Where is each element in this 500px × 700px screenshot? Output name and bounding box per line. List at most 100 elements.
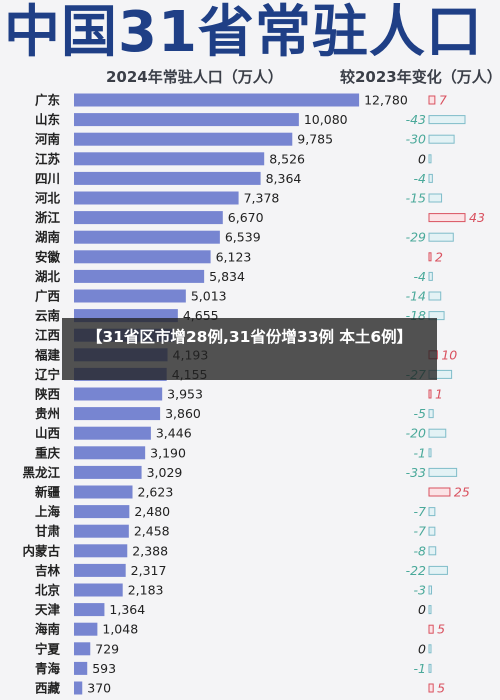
category-label: 河北 <box>35 191 61 206</box>
change-value-label: -7 <box>414 504 427 519</box>
population-value-label: 2,623 <box>138 485 174 500</box>
decrease-bar <box>428 409 434 419</box>
population-bar <box>74 642 91 656</box>
category-label: 福建 <box>34 347 61 362</box>
category-label: 河南 <box>35 132 61 147</box>
population-value-label: 6,539 <box>225 230 261 245</box>
category-label: 湖南 <box>35 230 61 245</box>
population-value-label: 7,378 <box>244 191 280 206</box>
change-value-label: 5 <box>437 681 445 696</box>
population-value-label: 3,029 <box>147 465 183 480</box>
decrease-bar <box>428 291 442 301</box>
category-label: 辽宁 <box>35 367 60 382</box>
change-value-label: -3 <box>414 583 427 598</box>
population-value-label: 6,670 <box>228 210 264 225</box>
population-value-label: 2,388 <box>132 543 168 558</box>
change-value-label: -5 <box>414 406 427 421</box>
population-bar <box>74 93 360 107</box>
decrease-bar <box>428 193 443 203</box>
population-bar <box>74 250 211 264</box>
decrease-bar <box>428 154 432 164</box>
category-label: 新疆 <box>35 485 61 500</box>
population-value-label: 3,190 <box>150 445 186 460</box>
population-value-label: 2,183 <box>128 583 164 598</box>
change-value-label: -22 <box>406 563 426 578</box>
increase-bar <box>428 624 434 634</box>
population-value-label: 729 <box>95 641 119 656</box>
population-bar <box>74 426 151 440</box>
increase-bar <box>428 213 466 223</box>
change-value-label: -14 <box>406 289 426 304</box>
decrease-bar <box>428 232 454 242</box>
change-value-label: 2 <box>435 249 443 264</box>
change-value-label: -33 <box>406 465 426 480</box>
population-value-label: 5,013 <box>191 289 227 304</box>
population-bar <box>74 583 123 597</box>
population-bar <box>74 289 186 303</box>
category-label: 广西 <box>35 289 60 304</box>
population-bar <box>74 387 163 401</box>
population-value-label: 1,048 <box>102 622 138 637</box>
population-value-label: 3,446 <box>156 426 192 441</box>
population-value-label: 2,480 <box>134 504 170 519</box>
decrease-bar <box>428 644 432 654</box>
decrease-bar <box>428 271 433 281</box>
category-label: 吉林 <box>35 563 61 578</box>
category-label: 天津 <box>35 602 61 617</box>
population-value-label: 593 <box>92 661 116 676</box>
category-label: 北京 <box>35 583 61 598</box>
population-value-label: 8,364 <box>266 171 302 186</box>
increase-bar <box>428 389 432 399</box>
change-value-label: -1 <box>414 661 426 676</box>
category-label: 四川 <box>35 171 60 186</box>
change-value-label: -8 <box>414 543 427 558</box>
population-value-label: 10,080 <box>304 112 348 127</box>
population-bar <box>74 661 88 675</box>
category-label: 浙江 <box>35 210 61 225</box>
decrease-bar <box>428 134 455 144</box>
change-value-label: -1 <box>414 445 426 460</box>
population-bar <box>74 132 293 146</box>
population-bar <box>74 171 261 185</box>
change-value-label: -4 <box>414 269 427 284</box>
population-bar <box>74 681 83 695</box>
population-value-label: 370 <box>87 681 111 696</box>
change-value-label: -30 <box>406 132 426 147</box>
population-bar <box>74 230 220 244</box>
category-label: 甘肃 <box>35 524 61 539</box>
population-bar <box>74 524 129 538</box>
population-value-label: 8,526 <box>269 151 305 166</box>
population-bar <box>74 269 205 283</box>
population-bar <box>74 603 105 617</box>
population-value-label: 3,860 <box>165 406 201 421</box>
population-value-label: 12,780 <box>364 93 408 108</box>
population-bar <box>74 465 142 479</box>
change-value-label: -15 <box>406 191 426 206</box>
change-value-label: -7 <box>414 524 427 539</box>
category-label: 西藏 <box>35 681 61 696</box>
population-bar <box>74 505 130 519</box>
population-bar <box>74 191 239 205</box>
change-value-label: 1 <box>435 387 443 402</box>
category-label: 贵州 <box>35 406 60 421</box>
population-bar <box>74 622 98 636</box>
decrease-bar <box>428 663 432 673</box>
change-value-label: -29 <box>406 230 426 245</box>
decrease-bar <box>428 546 437 556</box>
category-label: 海南 <box>35 622 61 637</box>
category-label: 陕西 <box>35 387 60 402</box>
population-value-label: 2,458 <box>134 524 170 539</box>
population-value-label: 1,364 <box>109 602 145 617</box>
category-label: 江苏 <box>35 151 61 166</box>
change-value-label: -4 <box>414 171 427 186</box>
category-label: 宁夏 <box>35 641 61 656</box>
population-subtitle: 2024年常驻人口（万人） <box>106 68 283 86</box>
category-label: 黑龙江 <box>22 465 60 480</box>
decrease-bar <box>428 526 436 536</box>
category-label: 安徽 <box>35 249 61 264</box>
category-label: 广东 <box>35 93 61 108</box>
increase-bar <box>428 487 451 497</box>
category-label: 山东 <box>35 112 61 127</box>
change-value-label: 10 <box>441 347 457 362</box>
